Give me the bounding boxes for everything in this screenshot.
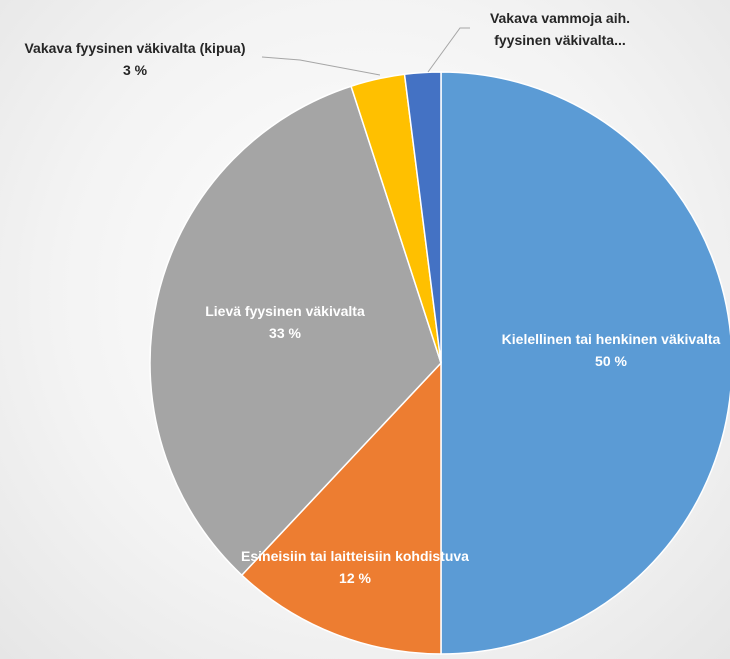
slice-label: Esineisiin tai laitteisiin kohdistuva 12 …: [235, 545, 475, 589]
leader-line: [427, 27, 470, 73]
category-label: Kielellinen tai henkinen väkivalta: [501, 331, 721, 347]
pie-slice: [403, 71, 442, 364]
value-label: 3 %: [122, 62, 148, 78]
pie-slice: [440, 71, 730, 655]
category-label: Vakava fyysinen väkivalta (kipua): [24, 40, 246, 56]
slice-label: Lievä fyysinen väkivalta 33 %: [165, 300, 405, 344]
value-label: 50 %: [595, 353, 627, 369]
category-label: Esineisiin tai laitteisiin kohdistuva: [241, 548, 469, 564]
slices: [149, 71, 730, 655]
slice-label: Vakava vammoja aih. fyysinen väkivalta..…: [480, 7, 640, 51]
value-label: 12 %: [339, 570, 371, 586]
value-label: 33 %: [269, 325, 301, 341]
slice-label: Kielellinen tai henkinen väkivalta 50 %: [491, 328, 730, 372]
category-label: Vakava vammoja aih. fyysinen väkivalta..…: [489, 10, 631, 48]
category-label: Lievä fyysinen väkivalta: [205, 303, 365, 319]
pie-slice: [149, 85, 442, 577]
pie-slice: [240, 361, 442, 655]
leader-line: [261, 56, 381, 76]
slice-label: Vakava fyysinen väkivalta (kipua) 3 %: [10, 37, 260, 81]
